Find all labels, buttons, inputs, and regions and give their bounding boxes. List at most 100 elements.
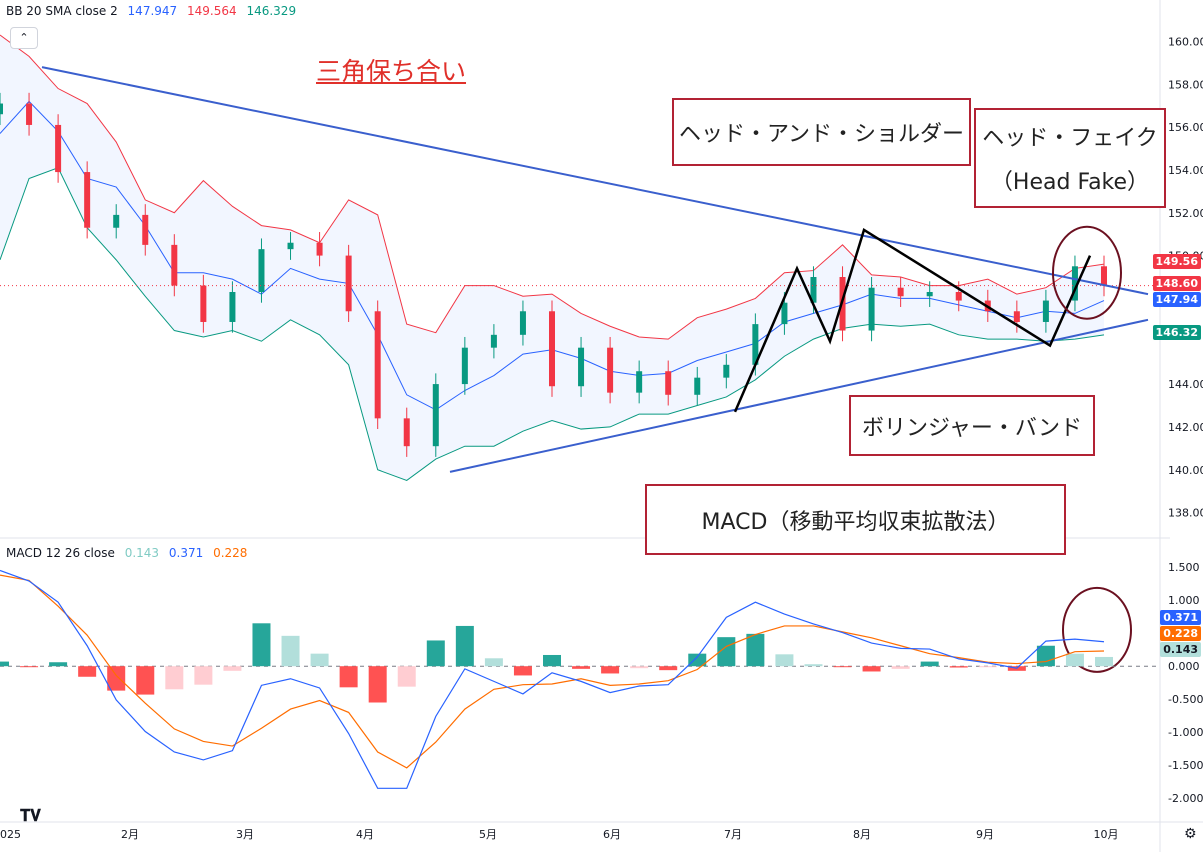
candle-body <box>1101 266 1107 286</box>
candle-body <box>723 364 730 378</box>
macd-hist-bar <box>513 666 532 676</box>
settings-gear-icon[interactable]: ⚙ <box>1184 826 1197 842</box>
candle-body <box>200 285 207 322</box>
candle-body <box>607 347 614 393</box>
macd-legend-label: MACD 12 26 close <box>6 546 115 560</box>
price-tick-label: 154.00 <box>1168 164 1203 177</box>
macd-line-value: 0.371 <box>168 546 204 560</box>
macd-hist-bar <box>281 635 300 667</box>
candle-body <box>1042 300 1049 322</box>
macd-hist-bar <box>862 666 881 672</box>
candle-body <box>374 311 381 419</box>
candle-body <box>490 334 497 348</box>
bb-upper-value: 149.564 <box>187 4 237 18</box>
macd-hist-bar <box>659 666 678 671</box>
candle-body <box>403 418 410 447</box>
macd-tick-label: -1.000 <box>1168 726 1203 739</box>
candle-body <box>258 249 265 292</box>
candle-body <box>897 287 904 297</box>
candle-body <box>84 172 91 228</box>
price-tick-label: 152.00 <box>1168 207 1203 220</box>
time-tick-label: 10月 <box>1094 828 1119 841</box>
price-tick-label: 138.00 <box>1168 507 1203 520</box>
basis-price-tag: 147.94 <box>1152 292 1201 307</box>
candle-body <box>694 377 701 395</box>
head-fake-ellipse <box>1052 225 1122 320</box>
bb-upper-line <box>0 34 1105 340</box>
candle-body <box>1071 266 1078 301</box>
candle-body <box>519 311 526 335</box>
bb-legend-label: BB 20 SMA close 2 <box>6 4 118 18</box>
macd-tick-label: 0.000 <box>1168 660 1200 673</box>
candle-body <box>316 242 323 256</box>
time-tick-label: 025 <box>0 828 21 841</box>
time-tick-label: 5月 <box>479 828 497 841</box>
macd-hist-bar <box>252 623 271 667</box>
price-tick-label: 158.00 <box>1168 78 1203 91</box>
head-shoulders-box: ヘッド・アンド・ショルダー <box>672 98 971 166</box>
candle-body <box>781 302 788 325</box>
candle-body <box>752 324 759 365</box>
macd-hist-bar <box>368 666 387 703</box>
macd-hist-bar <box>572 666 591 669</box>
time-tick-label: 2月 <box>121 828 139 841</box>
macd-signal-value: 0.228 <box>213 546 248 560</box>
macd-hist-bar <box>688 653 707 667</box>
macd-hist-bar <box>107 666 126 691</box>
price-tick-label: 142.00 <box>1168 421 1203 434</box>
macd-hist-bar <box>1095 656 1113 667</box>
macd-hist-bar <box>426 640 445 667</box>
candle-body <box>868 287 875 331</box>
candle-body <box>26 103 33 125</box>
candle-body <box>0 103 3 115</box>
candle-body <box>549 311 555 387</box>
macd-hist-bar <box>165 666 184 690</box>
macd-hist-bar <box>775 654 794 667</box>
head-fake-line1: ヘッド・フェイク <box>982 126 1158 151</box>
support-trendline <box>449 318 1149 473</box>
macd-hist-bar <box>194 666 213 685</box>
macd-hist-bar <box>891 666 910 669</box>
macd-hist-bar <box>920 661 939 667</box>
macd-hist-bar <box>20 666 39 668</box>
chart-title: 三角保ち合い <box>316 57 467 86</box>
macd-tick-label: -1.500 <box>1168 759 1203 772</box>
macd-tick-label: -2.000 <box>1168 792 1203 805</box>
macd-hist-bar <box>804 664 823 667</box>
macd-signal-line <box>0 574 1105 769</box>
bb-legend: BB 20 SMA close 2 147.947 149.564 146.32… <box>6 4 302 18</box>
candle-body <box>665 371 672 395</box>
candle-body <box>810 277 817 303</box>
signal-price-tag: 0.228 <box>1160 626 1201 641</box>
bb-lower-line <box>0 167 1105 482</box>
macd-tick-label: 1.000 <box>1168 594 1200 607</box>
hist-price-tag: 0.143 <box>1160 642 1201 657</box>
macd-box: MACD（移動平均収束拡散法） <box>645 484 1066 555</box>
time-tick-label: 9月 <box>976 828 994 841</box>
macd-hist-bar <box>978 666 997 668</box>
macd-hist-bar <box>310 653 329 667</box>
macd-hist-bar <box>746 633 765 667</box>
macd-ellipse <box>1062 586 1132 673</box>
macd-hist-bar <box>1036 645 1055 667</box>
macd-hist-bar <box>136 666 155 695</box>
collapse-button[interactable]: ⌃ <box>10 27 38 49</box>
time-tick-label: 8月 <box>853 828 871 841</box>
head-fake-box: ヘッド・フェイク （Head Fake） <box>974 108 1166 208</box>
macd-tick-label: 1.500 <box>1168 561 1200 574</box>
candle-body <box>142 214 149 245</box>
macd-hist-bar <box>1065 653 1084 667</box>
time-tick-label: 3月 <box>236 828 254 841</box>
time-tick-label: 6月 <box>603 828 621 841</box>
macd-hist-bar <box>223 666 242 671</box>
candle-body <box>926 291 933 297</box>
macd-tick-label: -0.500 <box>1168 693 1203 706</box>
price-tick-label: 160.00 <box>1168 35 1203 48</box>
candle-body <box>955 291 962 301</box>
candle-body <box>432 384 439 447</box>
lower-price-tag: 146.32 <box>1152 325 1201 340</box>
head-shoulders-zigzag <box>733 227 1092 413</box>
macd-hist-bar <box>601 666 620 674</box>
time-tick-label: 4月 <box>356 828 374 841</box>
bollinger-box: ボリンジャー・バンド <box>849 395 1095 456</box>
